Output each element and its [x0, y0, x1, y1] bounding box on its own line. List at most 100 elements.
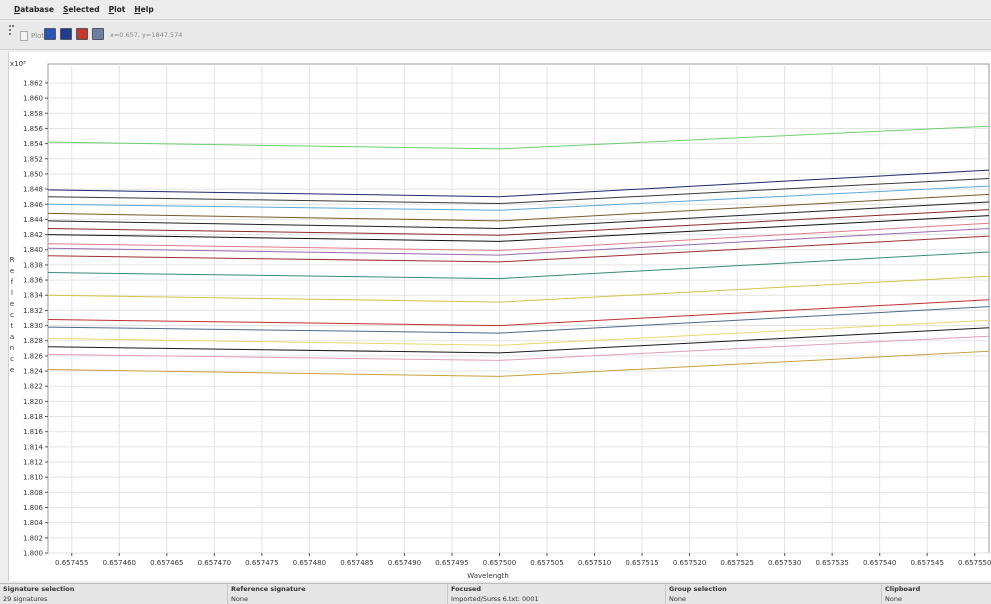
- series-line-8: [47, 215, 990, 242]
- x-tick-label: 0.657465: [150, 559, 183, 567]
- menu-database[interactable]: Database: [14, 5, 54, 14]
- y-tick-label: 1.822: [23, 383, 43, 391]
- status-header: Signature selection: [3, 585, 75, 593]
- grid-icon[interactable]: [92, 28, 104, 40]
- series-line-7: [47, 209, 990, 236]
- y-multiplier-text: x10³: [10, 60, 26, 68]
- status-group-selection: Group selection None: [666, 584, 882, 604]
- status-signature-selection: Signature selection 29 signatures: [0, 584, 228, 604]
- menu-selected-rest: elected: [68, 5, 100, 14]
- status-reference-signature: Reference signature None: [228, 584, 448, 604]
- y-axis-label-char: t: [11, 322, 14, 330]
- y-tick-label: 1.860: [23, 95, 43, 103]
- x-tick-label: 0.657490: [388, 559, 421, 567]
- x-tick-label: 0.657545: [911, 559, 944, 567]
- y-axis-label-char: c: [10, 311, 14, 319]
- print-icon[interactable]: [60, 28, 72, 40]
- y-axis-label-char: c: [10, 355, 14, 363]
- x-tick-label: 0.657525: [720, 559, 753, 567]
- series-line-13: [47, 275, 990, 303]
- y-tick-label: 1.812: [23, 459, 43, 467]
- y-tick-label: 1.840: [23, 246, 43, 254]
- y-tick-label: 1.814: [23, 443, 44, 451]
- x-tick-label: 0.657500: [483, 559, 516, 567]
- y-tick-label: 1.818: [23, 413, 43, 421]
- status-header: Group selection: [669, 585, 727, 593]
- plot-button[interactable]: Plot: [20, 29, 44, 43]
- y-tick-label: 1.830: [23, 322, 43, 330]
- y-tick-label: 1.824: [23, 368, 44, 376]
- y-axis-label-char: l: [11, 289, 13, 297]
- x-axis-label: Wavelength: [467, 572, 509, 580]
- y-axis-label-char: e: [10, 366, 14, 374]
- x-tick-label: 0.657520: [673, 559, 706, 567]
- series-line-17: [47, 327, 990, 354]
- plot-border: [47, 63, 990, 554]
- series-line-12: [47, 251, 990, 280]
- status-header: Focused: [451, 585, 482, 593]
- x-tick-label: 0.657515: [625, 559, 658, 567]
- y-tick-label: 1.834: [23, 292, 44, 300]
- y-tick-label: 1.858: [23, 110, 43, 118]
- x-tick-label: 0.657455: [55, 559, 88, 567]
- y-multiplier-label: x10³: [10, 60, 26, 68]
- toolbar-grip-icon[interactable]: [9, 22, 15, 48]
- y-tick-label: 1.846: [23, 201, 44, 209]
- x-tick-label: 0.657505: [530, 559, 563, 567]
- x-tick-label: 0.657485: [340, 559, 373, 567]
- series-line-14: [47, 299, 990, 327]
- menu-plot[interactable]: Plot: [108, 5, 126, 14]
- menu-selected[interactable]: Selected: [62, 5, 100, 14]
- x-tick-label: 0.657495: [435, 559, 468, 567]
- status-bar: Signature selection 29 signatures Refere…: [0, 583, 991, 604]
- y-tick-label: 1.826: [23, 352, 44, 360]
- y-axis-label-char: f: [11, 278, 14, 286]
- y-tick-label: 1.862: [23, 79, 43, 87]
- chart-grid: [47, 63, 990, 554]
- x-tick-label: 0.657535: [815, 559, 848, 567]
- x-tick-label: 0.657510: [578, 559, 611, 567]
- series-line-15: [47, 306, 990, 334]
- y-tick-label: 1.800: [23, 550, 43, 558]
- x-tick-label: 0.657460: [103, 559, 136, 567]
- series-line-10: [47, 228, 990, 256]
- status-header: Clipboard: [885, 585, 921, 593]
- y-tick-label: 1.802: [23, 534, 43, 542]
- y-axis-label-char: R: [10, 256, 15, 264]
- status-value: None: [885, 595, 902, 603]
- series-line-16: [47, 319, 990, 346]
- x-tick-label: 0.657470: [198, 559, 231, 567]
- y-tick-label: 1.804: [23, 519, 44, 527]
- save-icon[interactable]: [44, 28, 56, 40]
- x-tick-label: 0.657550: [958, 559, 991, 567]
- y-tick-label: 1.806: [23, 504, 44, 512]
- coordinate-readout: x=0.657, y=1847.574: [110, 31, 183, 39]
- y-axis-label-char: n: [10, 344, 14, 352]
- series-line-1: [47, 125, 990, 150]
- y-tick-label: 1.850: [23, 170, 43, 178]
- series-line-18: [47, 335, 990, 361]
- status-value: 29 signatures: [3, 595, 48, 603]
- status-value: None: [669, 595, 686, 603]
- toolbar: Plot x=0.657, y=1847.574: [0, 22, 991, 50]
- status-focused: Focused Imported/Surss 6.txt: 0001: [448, 584, 666, 604]
- y-tick-label: 1.816: [23, 428, 44, 436]
- x-tick-label: 0.657540: [863, 559, 896, 567]
- series-line-5: [47, 193, 990, 222]
- y-tick-label: 1.844: [23, 216, 44, 224]
- reflectance-chart[interactable]: x10³ 1.800 1.802 1.804 1.806 1.808 1.810 1.812…: [8, 52, 991, 581]
- plot-button-icon: [20, 31, 28, 41]
- menu-help[interactable]: Help: [134, 5, 154, 14]
- y-tick-label: 1.838: [23, 261, 43, 269]
- x-tick-label: 0.657480: [293, 559, 326, 567]
- series-line-4: [47, 185, 990, 211]
- status-header: Reference signature: [231, 585, 306, 593]
- series-line-11: [47, 235, 990, 263]
- status-clipboard: Clipboard None: [882, 584, 991, 604]
- menu-database-rest: atabase: [20, 5, 54, 14]
- series-line-9: [47, 222, 990, 252]
- x-tick-label: 0.657475: [245, 559, 278, 567]
- export-icon[interactable]: [76, 28, 88, 40]
